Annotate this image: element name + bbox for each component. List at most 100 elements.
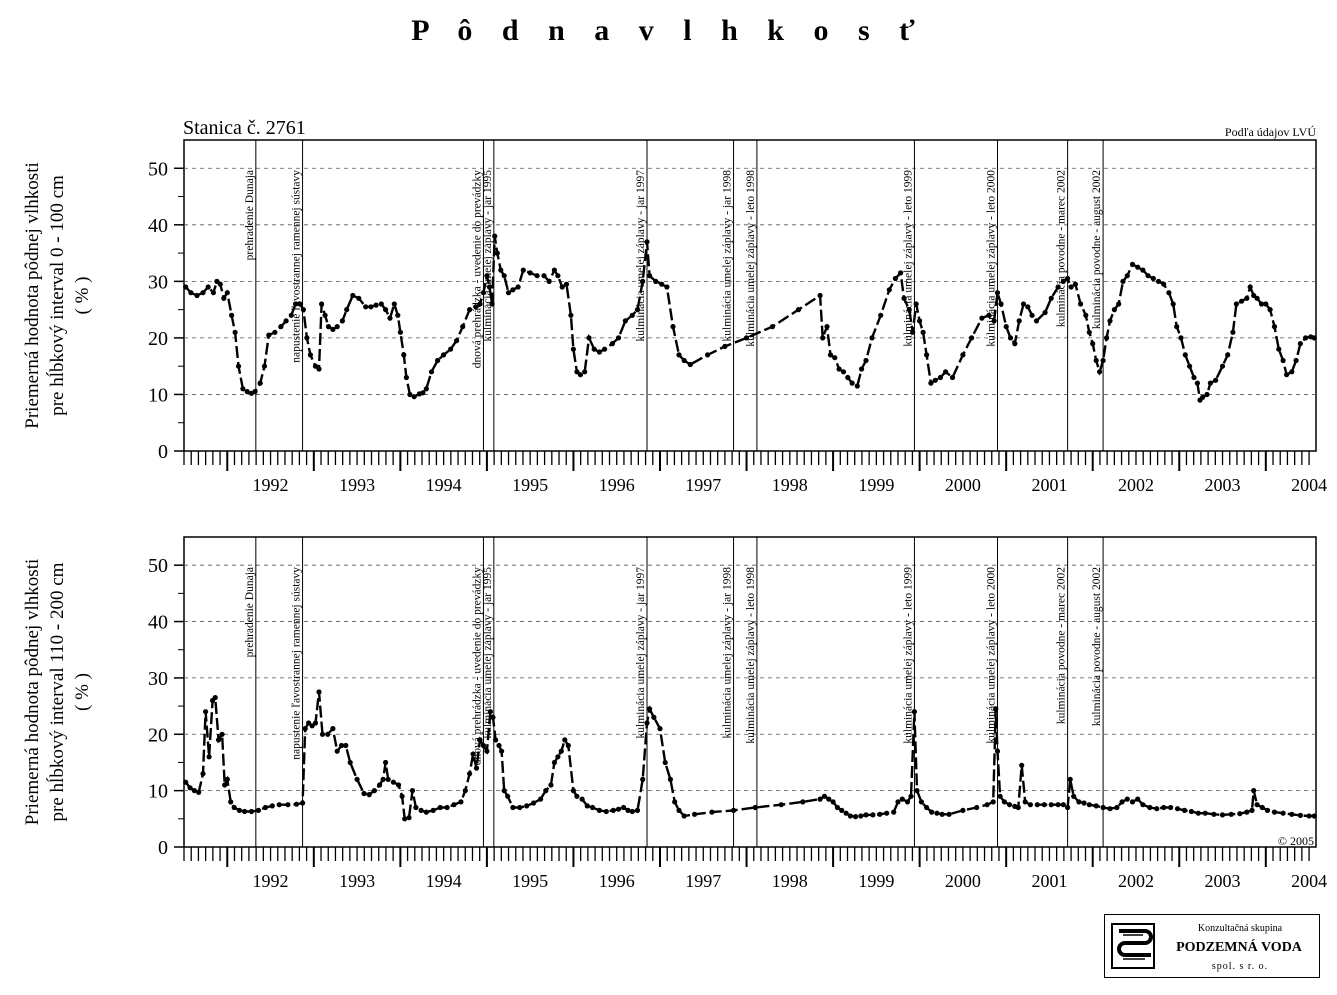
data-point (820, 335, 826, 341)
data-point (1228, 811, 1234, 817)
data-point (219, 731, 225, 737)
data-point (377, 782, 383, 788)
data-point (222, 782, 228, 788)
data-point (563, 281, 570, 287)
data-point (1016, 318, 1022, 324)
event-label: kulminácia povodne - august 2002 (1091, 170, 1103, 329)
company-logo-icon (1111, 923, 1155, 969)
data-point (722, 343, 728, 349)
data-point (681, 357, 687, 364)
data-point (1055, 284, 1061, 290)
data-point (551, 759, 558, 766)
data-point (191, 788, 197, 794)
data-point (395, 312, 401, 318)
data-point (499, 748, 505, 754)
data-point (924, 352, 930, 358)
data-point (489, 301, 495, 307)
data-point (858, 813, 864, 819)
y-tick-label: 10 (148, 384, 168, 406)
data-point (390, 779, 396, 785)
data-point (1174, 324, 1180, 330)
data-point (1100, 804, 1106, 811)
data-point (687, 361, 693, 368)
event-label: kulminácia umelej záplavy - jar 1997 (635, 567, 647, 739)
data-point (543, 788, 549, 794)
data-point (527, 270, 533, 276)
event-label: kulminácia umelej záplavy - leto 1998 (745, 567, 757, 744)
data-point (1207, 380, 1213, 386)
data-point (505, 793, 511, 799)
data-point (1104, 335, 1110, 341)
data-point (906, 307, 912, 313)
data-point (997, 793, 1003, 799)
y-tick-label: 50 (148, 555, 168, 577)
event-label: napustenie ľavostrannej ramennej sústavy (291, 567, 303, 760)
data-point (914, 788, 920, 794)
data-point (1311, 335, 1317, 341)
data-point (908, 793, 914, 799)
data-point (870, 812, 876, 818)
data-point (990, 799, 996, 805)
data-point (854, 383, 860, 389)
data-point (928, 380, 934, 386)
data-point (911, 709, 918, 715)
data-point (183, 779, 189, 785)
data-point (467, 771, 473, 777)
data-point (863, 357, 869, 364)
data-point (1048, 295, 1054, 301)
event-label: dnová prehrádzka - uvedenie do prevádzky (471, 170, 483, 369)
data-point (1166, 290, 1172, 296)
data-point (334, 324, 340, 330)
data-point (473, 304, 479, 310)
data-point (307, 352, 313, 358)
data-point (458, 799, 464, 805)
data-point (1107, 806, 1113, 812)
data-point (383, 759, 389, 766)
data-point (629, 808, 635, 815)
x-tick-label: 2003 (1205, 475, 1241, 495)
data-point (853, 814, 859, 820)
y-axis-label: Priemerná hodnota pôdnej vlhkosti (22, 162, 43, 428)
data-point (647, 273, 653, 279)
data-point (492, 233, 498, 239)
data-point (582, 369, 588, 375)
series-line (184, 235, 1315, 403)
data-point (501, 273, 507, 279)
data-point (1225, 352, 1231, 358)
data-point (473, 765, 480, 771)
data-point (1111, 307, 1117, 313)
data-point (1297, 341, 1303, 347)
data-point (454, 338, 460, 344)
data-point (817, 292, 823, 299)
data-point (1055, 802, 1061, 808)
data-point (991, 318, 997, 324)
y-tick-label: 40 (148, 215, 168, 237)
data-point (1129, 261, 1136, 267)
logo-company-name: PODZEMNÁ VODA (1176, 940, 1302, 955)
x-tick-label: 2002 (1118, 475, 1154, 495)
data-point (937, 374, 944, 381)
data-point (1093, 357, 1099, 364)
event-label: prehradenie Dunaja (244, 170, 256, 260)
data-point (477, 737, 483, 743)
data-point (462, 788, 468, 794)
data-point (194, 292, 200, 299)
x-tick-label: 2000 (945, 475, 981, 495)
data-point (196, 789, 202, 795)
data-point (558, 748, 564, 754)
data-point (1072, 281, 1078, 287)
data-point (1019, 762, 1025, 768)
data-point (892, 275, 899, 282)
data-point (1168, 804, 1174, 811)
data-point (1280, 810, 1286, 816)
data-point (615, 806, 622, 812)
data-point (480, 290, 486, 296)
data-point (1140, 802, 1146, 808)
data-point (898, 270, 904, 276)
data-point (1083, 312, 1089, 318)
data-point (1213, 377, 1219, 383)
data-point (1244, 809, 1250, 815)
data-point (596, 349, 603, 355)
data-point (621, 804, 627, 811)
